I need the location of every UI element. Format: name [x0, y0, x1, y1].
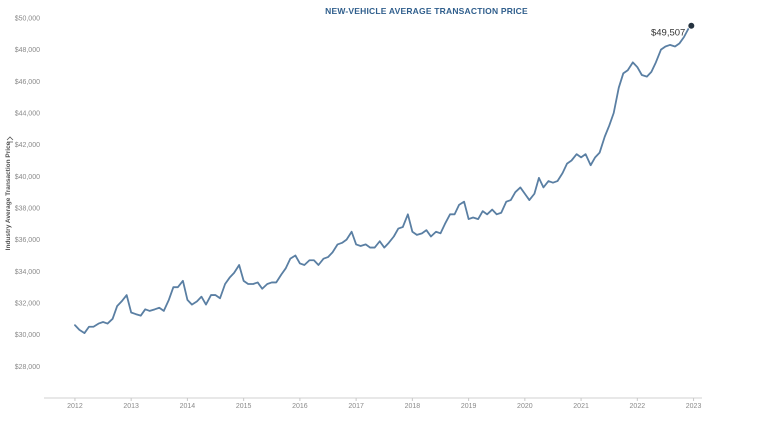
chart-title: NEW-VEHICLE AVERAGE TRANSACTION PRICE: [325, 6, 528, 16]
x-tick-label: 2013: [123, 403, 139, 410]
axes-layer: $28,000 $30,000 $32,000 $34,000 $36,000 $38,0…: [5, 16, 702, 410]
y-tick-label: $50,000: [15, 16, 40, 23]
y-tick-label: $36,000: [15, 237, 40, 244]
latest-value-label: $49,507: [651, 27, 685, 38]
x-tick-label: 2018: [405, 403, 421, 410]
y-tick-label: $28,000: [15, 364, 40, 371]
y-tick-label: $46,000: [15, 79, 40, 86]
x-tick-label: 2022: [630, 403, 646, 410]
x-tick-label: 2012: [67, 403, 83, 410]
latest-value-marker: [687, 22, 696, 30]
x-tick-label: 2019: [461, 403, 477, 410]
x-tick-label: 2017: [348, 403, 364, 410]
annotation-layer: $49,507: [651, 22, 696, 38]
series-line: [74, 24, 693, 334]
y-tick-label: $40,000: [15, 174, 40, 181]
y-tick-label: $38,000: [15, 206, 40, 213]
y-axis-label: Industry Average Transaction Price: [5, 141, 12, 250]
series-layer: [74, 24, 693, 334]
y-tick-label: $30,000: [15, 332, 40, 339]
sort-icon: [6, 136, 14, 143]
x-tick-label: 2016: [292, 403, 308, 410]
y-tick-label: $34,000: [15, 269, 40, 276]
x-tick-label: 2015: [236, 403, 252, 410]
x-tick-label: 2021: [573, 403, 589, 410]
y-tick-label: $48,000: [15, 47, 40, 54]
y-tick-label: $42,000: [15, 142, 40, 149]
x-tick-label: 2014: [180, 403, 196, 410]
x-tick-label: 2020: [517, 403, 533, 410]
y-tick-label: $44,000: [15, 111, 40, 118]
x-tick-label: 2023: [686, 403, 702, 410]
y-tick-label: $32,000: [15, 301, 40, 308]
